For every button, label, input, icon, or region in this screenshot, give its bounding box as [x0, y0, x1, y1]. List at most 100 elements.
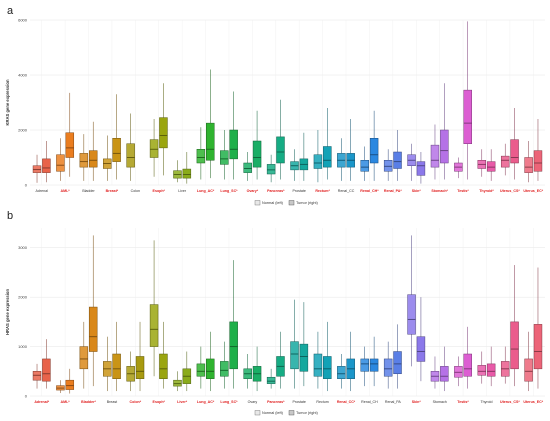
tumor-box: [393, 351, 402, 375]
normal-box: [196, 363, 206, 377]
normal-box: [360, 358, 369, 372]
tumor-box: [229, 129, 238, 160]
category-colon: [126, 113, 135, 181]
category-prostate: [290, 132, 309, 181]
category-renal_pa: [383, 130, 402, 181]
legend-label-normal: Normal (left): [262, 411, 284, 415]
category-renal_pa: [383, 324, 402, 389]
tumor-box: [510, 321, 519, 370]
x-tick-label: Adrenal: [36, 189, 49, 193]
normal-box: [454, 366, 463, 378]
normal-box: [383, 160, 393, 172]
y-tick-label: 4000: [18, 72, 28, 77]
category-renal_ch: [360, 110, 379, 181]
panel-b: b 0 1000 2000 3000 HRAS gene expression Adrena…: [5, 210, 545, 416]
y-tick-label: 1000: [18, 344, 28, 349]
category-uterus_ec: [524, 119, 543, 183]
x-tick-label: Rectum: [316, 400, 328, 404]
category-thyroid: [477, 346, 496, 387]
tumor-box: [112, 138, 121, 162]
x-tick-label: Lung_AC*: [197, 400, 215, 404]
category-pancreas: [266, 331, 285, 389]
category-testis: [454, 21, 472, 180]
y-tick-label: 2000: [18, 127, 28, 132]
category-aml: [56, 368, 75, 394]
normal-box: [79, 153, 89, 168]
x-tick-label: Stomach*: [431, 189, 448, 193]
tumor-box: [369, 358, 379, 372]
x-tick-label: Rectum*: [315, 189, 330, 193]
legend-label-tumor: Tumor (right): [296, 411, 319, 415]
category-ovary: [243, 110, 262, 181]
normal-box: [337, 366, 346, 379]
x-tick-label: Uterus_CS*: [500, 189, 520, 193]
x-tick-label: Ovary*: [247, 189, 259, 193]
normal-box: [243, 162, 252, 173]
category-bladder: [79, 235, 98, 389]
category-testis: [454, 326, 472, 389]
x-tick-label: Skin*: [412, 400, 422, 404]
legend: Normal (left) Tumor (right): [254, 200, 319, 206]
normal-box: [56, 154, 65, 172]
legend-label-normal: Normal (left): [262, 201, 284, 205]
x-tick-label: Uterus_EC*: [523, 189, 543, 193]
tumor-box: [393, 151, 402, 169]
tumor-box: [229, 321, 238, 370]
category-renal_ch: [360, 336, 379, 387]
category-esoph: [149, 240, 168, 389]
tumor-box: [440, 129, 449, 164]
normal-box: [149, 304, 159, 347]
legend-swatch-normal: [254, 410, 261, 416]
normal-box: [149, 139, 159, 158]
tumor-box: [88, 150, 98, 168]
tumor-box: [42, 358, 51, 382]
category-stomach: [430, 346, 449, 392]
category-uterus_ec: [524, 267, 543, 392]
tumor-box: [42, 158, 51, 173]
category-rectum: [313, 321, 332, 392]
category-breast: [103, 321, 121, 392]
category-lung_ac: [196, 69, 215, 180]
category-bladder: [79, 121, 98, 181]
tumor-box: [206, 122, 215, 161]
x-tick-label: Renal_PA: [385, 400, 402, 404]
x-tick-label: Renal_CC*: [337, 400, 356, 404]
tumor-box: [463, 353, 472, 377]
normal-box: [500, 155, 510, 168]
x-tick-label: AML*: [61, 189, 71, 193]
normal-box: [196, 149, 206, 164]
tumor-box: [159, 117, 168, 149]
tumor-box: [206, 358, 215, 379]
x-tick-label: Lung_AC*: [197, 189, 215, 193]
normal-box: [477, 365, 487, 376]
category-esoph: [149, 83, 168, 177]
normal-box: [266, 164, 276, 175]
x-tick-label: AML*: [61, 400, 71, 404]
category-aml: [56, 92, 75, 181]
x-tick-label: Ovary: [248, 400, 258, 404]
legend: Normal (left) Tumor (right): [254, 410, 319, 416]
y-tick-label: 2000: [18, 295, 28, 300]
x-tick-label: Stomach: [433, 400, 447, 404]
x-tick-label: Prostate: [293, 189, 306, 193]
x-tick-label: Pancreas*: [267, 189, 285, 193]
category-lung_ac: [196, 331, 215, 392]
y-axis-label: HRAS gene expression: [5, 289, 10, 336]
tumor-box: [486, 161, 496, 172]
tumor-box: [369, 138, 379, 164]
category-stomach: [430, 83, 449, 180]
x-tick-label: Testis*: [457, 400, 469, 404]
x-tick-label: Liver*: [177, 400, 188, 404]
normal-box: [220, 150, 229, 165]
category-breast: [103, 94, 121, 181]
legend-swatch-tumor: [288, 200, 295, 206]
panel-a: a 0 2000 4000 6000 KRAS gene expression Adrena…: [5, 5, 545, 206]
category-rectum: [313, 108, 332, 183]
category-liver: [173, 351, 192, 392]
tumor-box: [416, 336, 426, 362]
x-tick-label: Testis*: [457, 189, 469, 193]
normal-box: [220, 361, 229, 377]
category-lung_sc: [220, 91, 238, 180]
x-tick-label: Uterus_EC*: [523, 400, 543, 404]
legend-swatch-tumor: [288, 410, 295, 416]
